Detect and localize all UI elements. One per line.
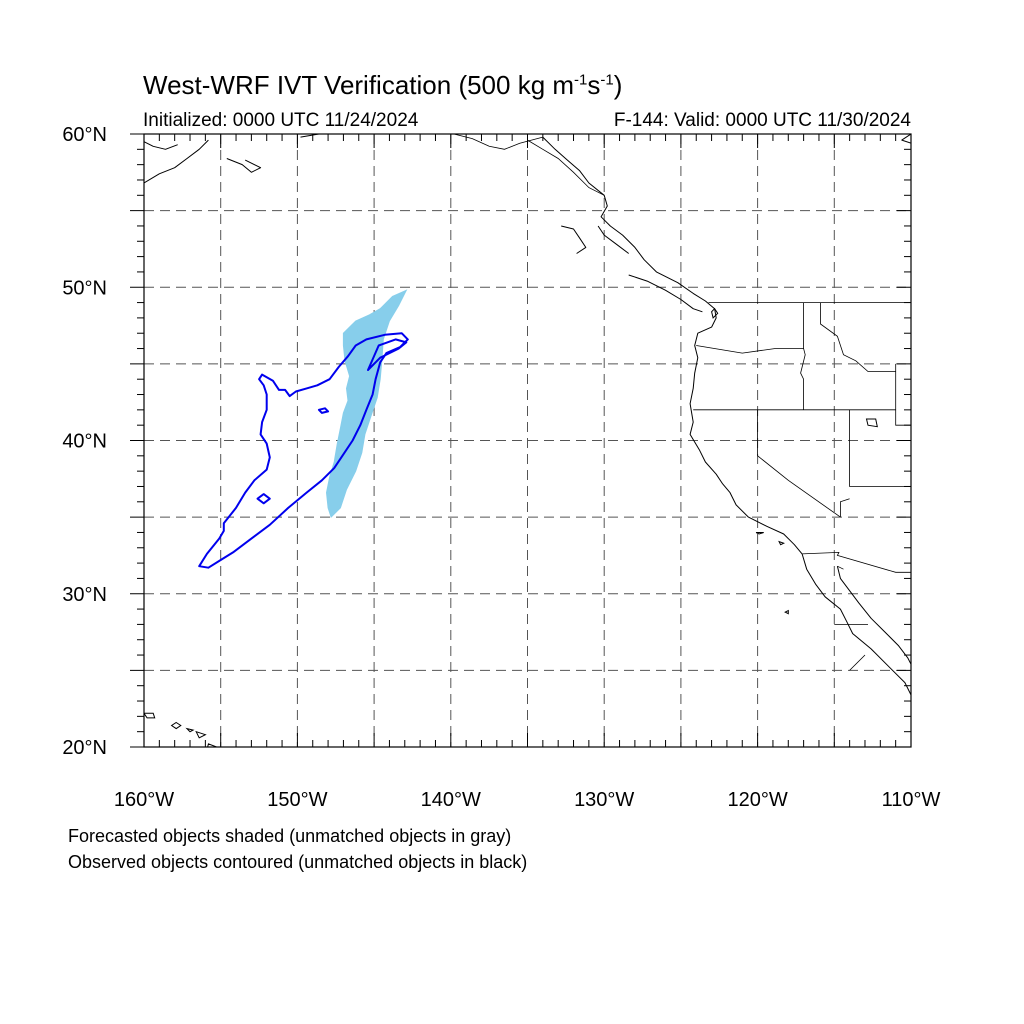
border-line (453, 134, 543, 150)
axis-ticks (130, 133, 912, 748)
island-outline (865, 418, 878, 428)
border-line (849, 409, 911, 487)
coastline (542, 136, 911, 696)
map-title: West-WRF IVT Verification (500 kg m-1s-1… (143, 70, 623, 100)
border-line (527, 139, 605, 196)
footer-forecast-note: Forecasted objects shaded (unmatched obj… (68, 826, 512, 846)
coastline (226, 158, 262, 173)
coastline (597, 225, 630, 254)
border-line (820, 302, 896, 372)
forecast-object-shaded (325, 289, 408, 519)
border-line (837, 565, 844, 570)
observed-contour-hole (317, 407, 330, 414)
island-outline (784, 609, 789, 615)
observed-object-contour (198, 332, 409, 569)
graticule (144, 134, 911, 747)
island-outline (195, 730, 207, 739)
island-outline (170, 721, 182, 730)
border-line (696, 345, 804, 354)
coastline (561, 225, 587, 254)
coastline (901, 134, 911, 144)
island-outline (207, 743, 219, 747)
lon-label: 150°W (267, 789, 327, 811)
coastline (144, 139, 209, 184)
lon-label: 140°W (421, 789, 481, 811)
lat-label: 40°N (62, 431, 107, 453)
lon-label: 110°W (882, 789, 941, 811)
initialized-label: Initialized: 0000 UTC 11/24/2024 (143, 110, 419, 131)
axis-labels: 60°N 50°N 40°N 30°N 20°N 160°W 150°W 140°W 130°W… (62, 124, 940, 811)
lat-label: 20°N (62, 737, 107, 759)
island-outline (185, 727, 195, 733)
island-outline (778, 540, 786, 546)
border-line (757, 409, 841, 518)
coastline (628, 274, 703, 313)
footer-observed-note: Observed objects contoured (unmatched ob… (68, 852, 528, 872)
lat-label: 60°N (62, 124, 107, 146)
lon-label: 120°W (727, 789, 787, 811)
border-line (849, 654, 866, 671)
observed-objects (198, 332, 409, 569)
border-line (800, 302, 806, 410)
island-outline (144, 712, 156, 719)
lon-label: 160°W (114, 789, 174, 811)
island-outline (755, 532, 764, 535)
coastline (836, 566, 911, 665)
lat-label: 30°N (62, 584, 107, 606)
border-line (840, 498, 850, 518)
island-outline (711, 307, 719, 319)
coastlines (144, 134, 911, 747)
forecast-objects (325, 289, 408, 519)
lat-label: 50°N (62, 277, 107, 299)
lon-label: 130°W (574, 789, 634, 811)
observed-contour-hole (367, 338, 408, 371)
political-borders (435, 134, 911, 671)
border-line (802, 551, 911, 573)
coastline (144, 141, 178, 150)
valid-time-label: F-144: Valid: 0000 UTC 11/30/2024 (613, 110, 911, 131)
observed-contour-hole (256, 493, 271, 505)
